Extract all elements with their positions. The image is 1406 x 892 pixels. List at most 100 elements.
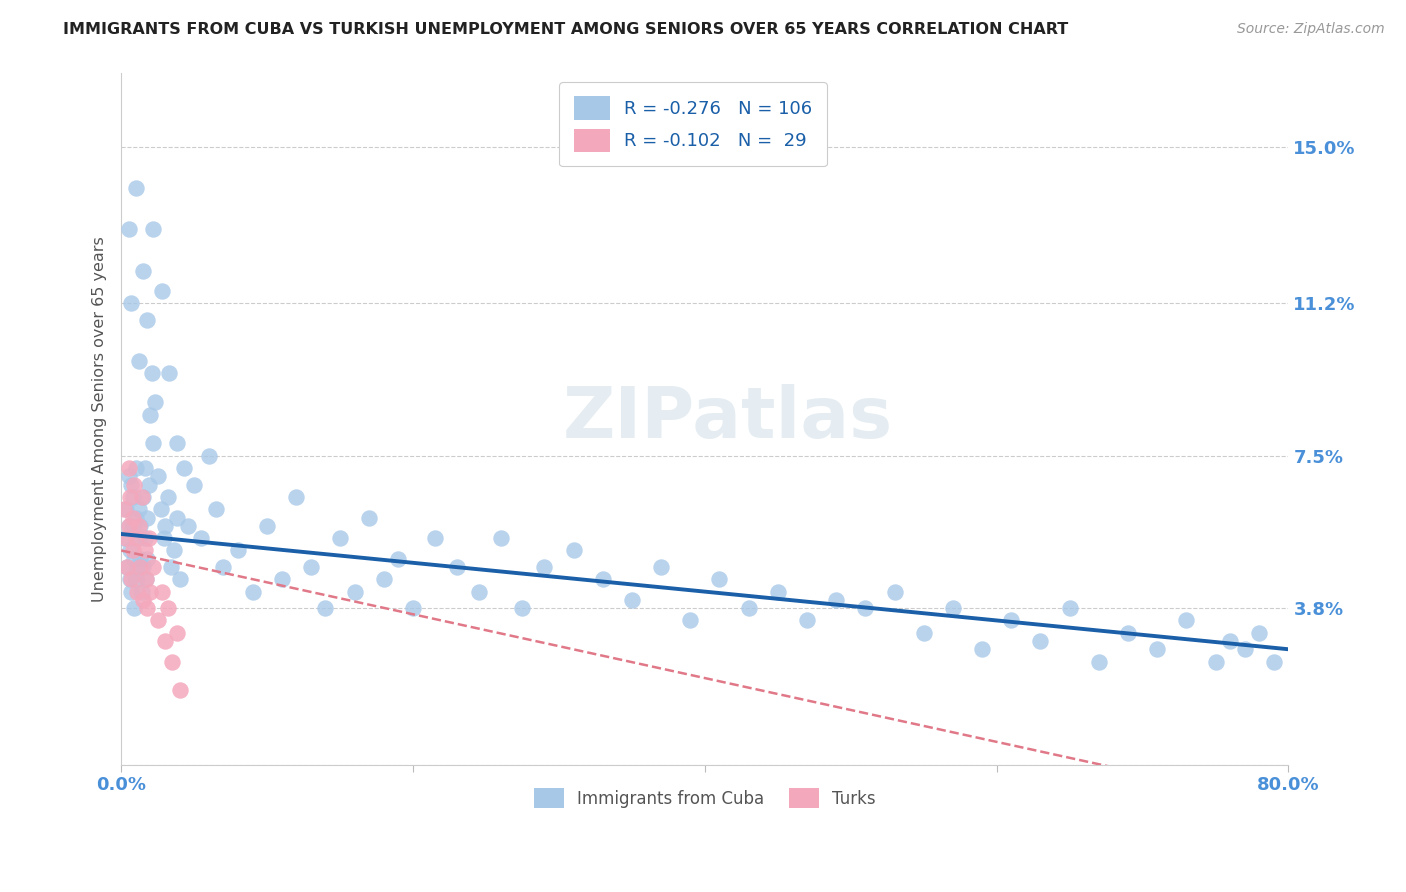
Point	[796, 614, 818, 628]
Point	[128, 354, 150, 368]
Point	[766, 584, 789, 599]
Point	[825, 592, 848, 607]
Point	[467, 584, 489, 599]
Point	[359, 510, 381, 524]
Point	[173, 461, 195, 475]
Point	[136, 601, 159, 615]
Point	[124, 551, 146, 566]
Point	[127, 584, 149, 599]
Text: IMMIGRANTS FROM CUBA VS TURKISH UNEMPLOYMENT AMONG SENIORS OVER 65 YEARS CORRELA: IMMIGRANTS FROM CUBA VS TURKISH UNEMPLOY…	[63, 22, 1069, 37]
Point	[129, 551, 152, 566]
Point	[970, 642, 993, 657]
Point	[138, 477, 160, 491]
Point	[212, 560, 235, 574]
Point	[128, 518, 150, 533]
Point	[183, 477, 205, 491]
Point	[205, 502, 228, 516]
Point	[402, 601, 425, 615]
Point	[562, 543, 585, 558]
Point	[117, 469, 139, 483]
Point	[446, 560, 468, 574]
Point	[122, 518, 145, 533]
Point	[112, 531, 135, 545]
Point	[512, 601, 534, 615]
Point	[156, 601, 179, 615]
Point	[139, 584, 162, 599]
Point	[152, 531, 174, 545]
Point	[315, 601, 337, 615]
Point	[122, 510, 145, 524]
Point	[134, 531, 156, 545]
Point	[125, 531, 148, 545]
Point	[166, 625, 188, 640]
Point	[125, 510, 148, 524]
Point	[146, 614, 169, 628]
Point	[169, 683, 191, 698]
Point	[166, 510, 188, 524]
Point	[343, 584, 366, 599]
Point	[120, 572, 142, 586]
Point	[1088, 655, 1111, 669]
Point	[136, 510, 159, 524]
Point	[299, 560, 322, 574]
Point	[853, 601, 876, 615]
Point	[162, 655, 184, 669]
Point	[679, 614, 702, 628]
Point	[159, 560, 181, 574]
Point	[128, 502, 150, 516]
Point	[132, 263, 155, 277]
Point	[1233, 642, 1256, 657]
Point	[942, 601, 965, 615]
Point	[146, 469, 169, 483]
Point	[141, 367, 163, 381]
Point	[157, 367, 180, 381]
Point	[120, 584, 142, 599]
Point	[150, 584, 173, 599]
Point	[190, 531, 212, 545]
Point	[115, 560, 138, 574]
Point	[709, 572, 731, 586]
Point	[132, 560, 155, 574]
Point	[1263, 655, 1285, 669]
Point	[118, 543, 141, 558]
Point	[115, 560, 138, 574]
Point	[117, 518, 139, 533]
Point	[373, 572, 395, 586]
Point	[142, 222, 165, 236]
Point	[156, 490, 179, 504]
Point	[592, 572, 614, 586]
Point	[177, 518, 200, 533]
Point	[117, 222, 139, 236]
Point	[270, 572, 292, 586]
Point	[131, 584, 153, 599]
Point	[128, 531, 150, 545]
Point	[285, 490, 308, 504]
Point	[1059, 601, 1081, 615]
Point	[387, 551, 409, 566]
Point	[118, 490, 141, 504]
Point	[1249, 625, 1271, 640]
Point	[533, 560, 555, 574]
Point	[620, 592, 643, 607]
Point	[737, 601, 759, 615]
Point	[912, 625, 935, 640]
Point	[120, 296, 142, 310]
Point	[114, 502, 136, 516]
Point	[138, 531, 160, 545]
Point	[169, 572, 191, 586]
Point	[136, 551, 159, 566]
Point	[117, 461, 139, 475]
Point	[118, 572, 141, 586]
Point	[131, 490, 153, 504]
Point	[1029, 634, 1052, 648]
Point	[149, 502, 172, 516]
Point	[124, 477, 146, 491]
Point	[114, 531, 136, 545]
Point	[129, 560, 152, 574]
Point	[166, 436, 188, 450]
Point	[124, 601, 146, 615]
Point	[1205, 655, 1227, 669]
Text: Source: ZipAtlas.com: Source: ZipAtlas.com	[1237, 22, 1385, 37]
Point	[163, 543, 186, 558]
Point	[135, 572, 157, 586]
